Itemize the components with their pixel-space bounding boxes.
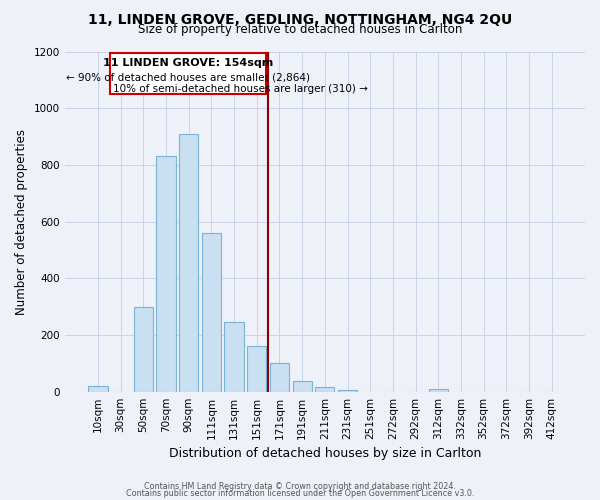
- X-axis label: Distribution of detached houses by size in Carlton: Distribution of detached houses by size …: [169, 447, 481, 460]
- Bar: [270, 364, 289, 392]
- Text: Size of property relative to detached houses in Carlton: Size of property relative to detached ho…: [138, 22, 462, 36]
- Bar: [202, 233, 221, 392]
- Bar: [224, 322, 244, 392]
- Text: ← 90% of detached houses are smaller (2,864): ← 90% of detached houses are smaller (2,…: [66, 72, 310, 82]
- Y-axis label: Number of detached properties: Number of detached properties: [15, 128, 28, 314]
- Text: Contains HM Land Registry data © Crown copyright and database right 2024.: Contains HM Land Registry data © Crown c…: [144, 482, 456, 491]
- Bar: [179, 134, 199, 392]
- Text: 11 LINDEN GROVE: 154sqm: 11 LINDEN GROVE: 154sqm: [103, 58, 273, 68]
- Bar: [134, 306, 153, 392]
- Bar: [88, 386, 107, 392]
- Bar: [293, 381, 312, 392]
- Bar: [338, 390, 357, 392]
- Bar: [247, 346, 266, 392]
- Bar: [157, 156, 176, 392]
- Text: Contains public sector information licensed under the Open Government Licence v3: Contains public sector information licen…: [126, 490, 474, 498]
- Text: 11, LINDEN GROVE, GEDLING, NOTTINGHAM, NG4 2QU: 11, LINDEN GROVE, GEDLING, NOTTINGHAM, N…: [88, 12, 512, 26]
- Text: 10% of semi-detached houses are larger (310) →: 10% of semi-detached houses are larger (…: [113, 84, 368, 94]
- FancyBboxPatch shape: [110, 53, 266, 94]
- Bar: [315, 388, 334, 392]
- Bar: [428, 389, 448, 392]
